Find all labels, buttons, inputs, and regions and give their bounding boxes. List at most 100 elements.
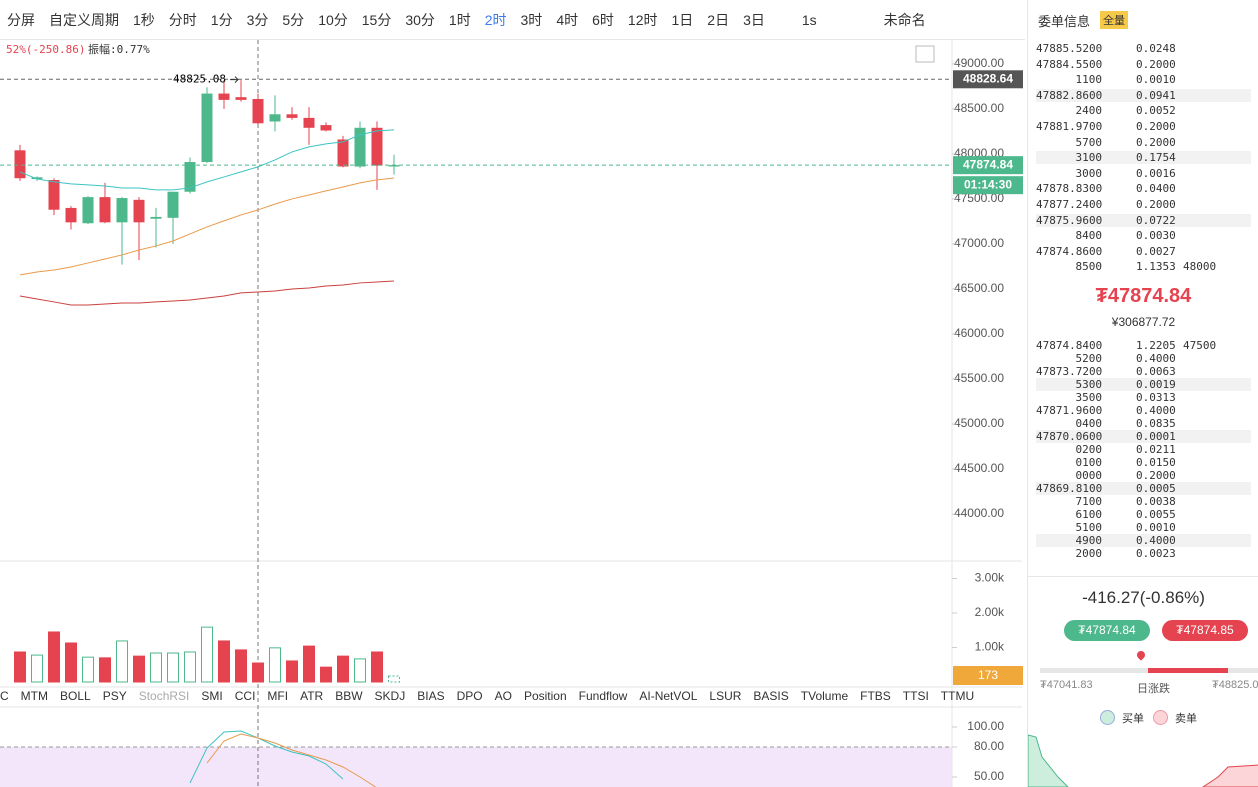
- order-cell: 47500: [1183, 339, 1217, 352]
- indicator-tab[interactable]: AO: [495, 689, 512, 703]
- toolbar-item[interactable]: 12时: [627, 11, 658, 28]
- order-row: 2000 0.0023: [1036, 547, 1251, 560]
- indicator-tab[interactable]: SKDJ: [375, 689, 406, 703]
- indicator-tab[interactable]: MTM: [21, 689, 48, 703]
- indicator-tab[interactable]: MFI: [267, 689, 288, 703]
- toolbar-item[interactable]: 1秒: [133, 11, 155, 28]
- toolbar-item[interactable]: 分屏: [7, 11, 35, 28]
- indicator-tab[interactable]: TTSI: [903, 689, 929, 703]
- y-tick-label: 48500.00: [954, 101, 1004, 115]
- order-cell: 1.1353: [1136, 260, 1176, 274]
- y-tick-label: 45000.00: [954, 416, 1004, 430]
- toolbar-item[interactable]: 1日: [671, 11, 694, 28]
- price-tag-label: 47874.84: [963, 157, 1013, 171]
- range-label: 日涨跌: [1137, 683, 1170, 695]
- indicator-tab[interactable]: DPO: [457, 689, 483, 703]
- toolbar-item[interactable]: 分时: [168, 11, 197, 28]
- toolbar-item[interactable]: 自定义周期: [49, 11, 119, 28]
- sell-button[interactable]: ₮47874.85: [1162, 620, 1248, 641]
- volume-bar: [371, 651, 383, 683]
- order-cell: 8500: [1075, 260, 1103, 274]
- indicator-line: [19, 177, 395, 276]
- indicator-tab[interactable]: C: [0, 689, 9, 703]
- toolbar-item[interactable]: 3时: [520, 11, 543, 28]
- toolbar-item[interactable]: 6时: [592, 11, 614, 28]
- indicator-tab[interactable]: BIAS: [417, 689, 444, 703]
- amplitude-info: 振幅:0.77%: [88, 42, 150, 56]
- toolbar-item[interactable]: 30分: [405, 11, 435, 28]
- order-row: 0200 0.0211: [1036, 443, 1251, 456]
- toolbar-item[interactable]: 5分: [282, 11, 305, 28]
- indicator-tab[interactable]: TTMU: [941, 689, 974, 703]
- order-row: 47874.8600 0.0027: [1036, 245, 1251, 258]
- order-row: 0000 0.2000: [1036, 469, 1251, 482]
- candle-body: [133, 199, 145, 223]
- order-row: 47878.8300 0.0400: [1036, 182, 1251, 195]
- indicator-tab[interactable]: BASIS: [753, 689, 788, 703]
- toolbar-item[interactable]: 3分: [246, 11, 269, 28]
- indicator-tab[interactable]: ATR: [300, 689, 323, 703]
- volume-bar: [252, 662, 264, 683]
- order-cell: 0.0313: [1136, 391, 1176, 404]
- indicator-tab[interactable]: PSY: [103, 689, 127, 703]
- indicator-tab[interactable]: BOLL: [60, 689, 91, 703]
- toolbar-item[interactable]: 1时: [448, 11, 471, 28]
- order-cell: 0.4000: [1136, 352, 1176, 365]
- volume-bar: [184, 651, 196, 683]
- expand-icon[interactable]: [915, 45, 935, 63]
- high-mark-label: 48825.08: [173, 73, 226, 86]
- order-cell: 47878.8300: [1036, 182, 1103, 196]
- buy-button[interactable]: ₮47874.84: [1064, 620, 1150, 641]
- indicator-tab[interactable]: LSUR: [709, 689, 741, 703]
- toolbar-item[interactable]: 1s: [801, 11, 817, 28]
- order-cell: 0.0052: [1136, 104, 1176, 118]
- candle-body: [14, 150, 26, 179]
- indicator-tab[interactable]: CCI: [235, 689, 256, 703]
- indicator-tab[interactable]: AI-NetVOL: [639, 689, 697, 703]
- indicator-tab[interactable]: SMI: [201, 689, 222, 703]
- order-cell: 0.0010: [1136, 73, 1176, 87]
- toolbar-item[interactable]: 1分: [210, 11, 233, 28]
- volume-tag: [953, 666, 1023, 685]
- order-row: 3100 0.1754: [1036, 151, 1251, 165]
- toolbar-item[interactable]: 3日: [743, 11, 765, 28]
- indicator-tab[interactable]: StochRSI: [139, 689, 190, 703]
- order-row: 8400 0.0030: [1036, 229, 1251, 242]
- candle-body: [99, 197, 111, 223]
- order-cell: 8400: [1075, 229, 1103, 243]
- volume-bar: [14, 651, 26, 683]
- toolbar-item[interactable]: 4时: [556, 11, 579, 28]
- indicator-tab[interactable]: FTBS: [860, 689, 891, 703]
- order-cell: 0.0027: [1136, 244, 1176, 258]
- volume-bar: [286, 660, 298, 683]
- volume-bar: [99, 657, 111, 683]
- volume-bar: [116, 640, 128, 683]
- indicator-tab[interactable]: Position: [524, 689, 567, 703]
- order-cell: 3100: [1075, 151, 1103, 165]
- day-change: -416.27(-0.86%): [1082, 588, 1205, 607]
- order-row: 5100 0.0010: [1036, 521, 1251, 534]
- toolbar-item[interactable]: 15分: [361, 11, 392, 28]
- indicator-tab[interactable]: TVolume: [801, 689, 849, 703]
- order-cell: 48000: [1183, 260, 1217, 274]
- candle-body: [184, 162, 196, 192]
- toolbar-item[interactable]: 2时: [484, 11, 507, 28]
- order-cell: 0.0010: [1136, 521, 1176, 534]
- indicator-tab[interactable]: BBW: [335, 689, 363, 703]
- toolbar-item[interactable]: 2日: [707, 11, 730, 28]
- toolbar-item[interactable]: 10分: [318, 11, 348, 28]
- indicator-tab[interactable]: Fundflow: [579, 689, 628, 703]
- order-cell: 0.0023: [1136, 547, 1176, 560]
- badge[interactable]: 全量: [1100, 11, 1128, 29]
- order-cell: 0100: [1075, 456, 1103, 469]
- order-row: 47874.8400 1.2205 47500: [1036, 339, 1251, 352]
- order-cell: 0.0016: [1136, 166, 1176, 180]
- toolbar-item[interactable]: 未命名: [883, 11, 926, 28]
- order-cell: 47869.8100: [1036, 482, 1103, 495]
- order-row: 47873.7200 0.0063: [1036, 365, 1251, 378]
- order-row: 3500 0.0313: [1036, 391, 1251, 404]
- candle-body: [252, 98, 264, 124]
- volume-bar: [82, 656, 94, 683]
- order-row: 47871.9600 0.4000: [1036, 404, 1251, 417]
